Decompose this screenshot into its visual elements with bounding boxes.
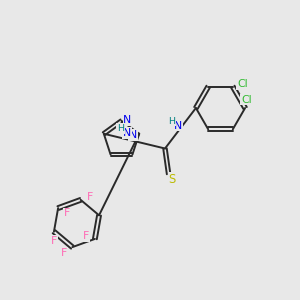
Text: N: N [174,121,182,130]
Text: N: N [123,115,132,125]
Text: F: F [61,248,67,257]
Text: F: F [86,192,93,202]
Text: F: F [83,231,89,241]
Text: S: S [169,173,176,186]
Text: Cl: Cl [241,94,252,105]
Text: N: N [123,128,131,138]
Text: F: F [51,236,57,246]
Text: N: N [129,130,137,140]
Text: Cl: Cl [237,79,248,89]
Text: F: F [63,208,70,218]
Text: H: H [117,124,124,133]
Text: H: H [168,117,175,126]
